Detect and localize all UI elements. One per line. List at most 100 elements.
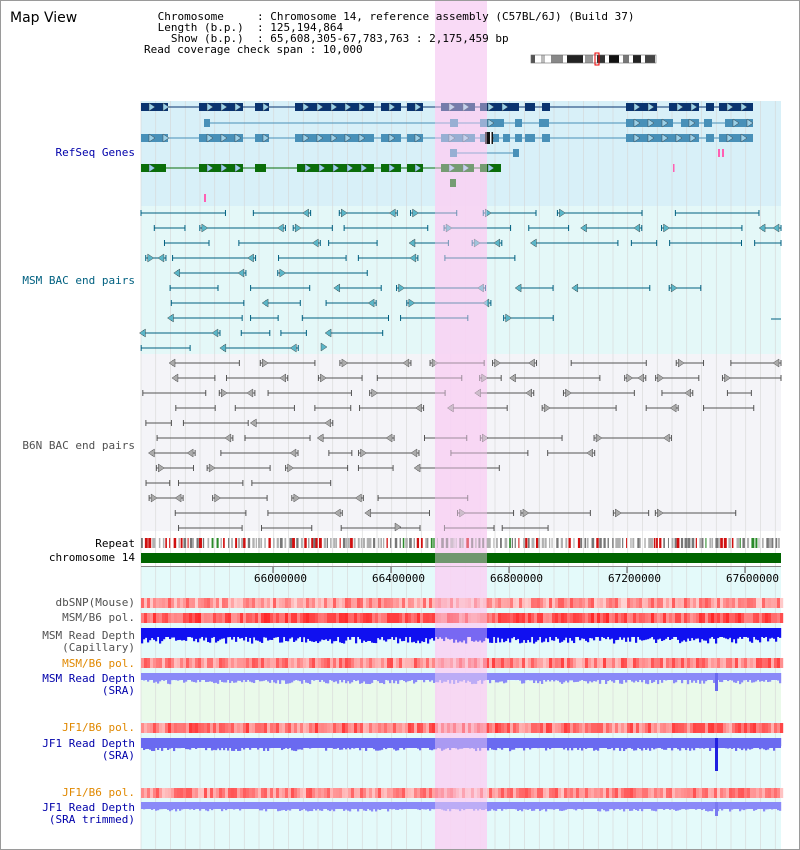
track-label-msm-b6-pol-1: MSM/B6 pol. xyxy=(62,611,135,624)
polymorphism-heat-cell xyxy=(765,788,769,798)
polymorphism-heat-cell xyxy=(420,598,424,608)
polymorphism-heat-cell xyxy=(291,723,295,733)
polymorphism-heat-cell xyxy=(189,788,193,798)
track-label-refseq[interactable]: RefSeq Genes xyxy=(55,146,135,159)
polymorphism-heat-cell xyxy=(456,788,460,798)
polymorphism-heat-cell xyxy=(282,723,286,733)
polymorphism-heat-cell xyxy=(219,613,223,623)
polymorphism-heat-cell xyxy=(657,723,661,733)
ideogram-band xyxy=(585,55,593,63)
polymorphism-heat-cell xyxy=(279,788,283,798)
gene-strand-arrow xyxy=(220,133,228,143)
polymorphism-heat-cell xyxy=(534,723,538,733)
polymorphism-heat-cell xyxy=(582,788,586,798)
polymorphism-heat-cell xyxy=(723,723,727,733)
polymorphism-heat-cell xyxy=(204,613,208,623)
repeat-mark xyxy=(461,538,464,548)
polymorphism-heat-cell xyxy=(393,788,397,798)
polymorphism-heat-cell xyxy=(273,723,277,733)
polymorphism-heat-cell xyxy=(264,658,268,668)
repeat-mark xyxy=(362,538,366,548)
polymorphism-heat-cell xyxy=(375,788,379,798)
repeat-mark xyxy=(535,538,539,548)
polymorphism-heat-cell xyxy=(153,658,157,668)
polymorphism-heat-cell xyxy=(699,658,703,668)
polymorphism-heat-cell xyxy=(579,788,583,798)
polymorphism-heat-cell xyxy=(702,613,706,623)
polymorphism-heat-cell xyxy=(279,658,283,668)
polymorphism-heat-cell xyxy=(330,598,334,608)
repeat-mark xyxy=(639,538,641,548)
repeat-mark xyxy=(556,538,559,548)
polymorphism-heat-cell xyxy=(375,598,379,608)
polymorphism-heat-cell xyxy=(756,788,760,798)
polymorphism-heat-cell xyxy=(288,723,292,733)
polymorphism-heat-cell xyxy=(756,723,760,733)
polymorphism-heat-cell xyxy=(309,598,313,608)
polymorphism-heat-cell xyxy=(480,598,484,608)
repeat-mark xyxy=(350,538,353,548)
polymorphism-heat-cell xyxy=(474,723,478,733)
polymorphism-heat-cell xyxy=(483,613,487,623)
repeat-mark xyxy=(313,538,317,548)
repeat-mark xyxy=(380,538,383,548)
polymorphism-heat-cell xyxy=(669,613,673,623)
repeat-mark xyxy=(612,538,614,548)
polymorphism-heat-cell xyxy=(150,613,154,623)
polymorphism-heat-cell xyxy=(261,788,265,798)
polymorphism-heat-cell xyxy=(171,788,175,798)
polymorphism-heat-cell xyxy=(711,613,715,623)
polymorphism-heat-cell xyxy=(354,723,358,733)
polymorphism-heat-cell xyxy=(648,723,652,733)
polymorphism-heat-cell xyxy=(414,723,418,733)
polymorphism-heat-cell xyxy=(465,658,469,668)
repeat-mark xyxy=(674,538,677,548)
polymorphism-heat-cell xyxy=(213,658,217,668)
polymorphism-heat-cell xyxy=(189,658,193,668)
polymorphism-heat-cell xyxy=(672,613,676,623)
polymorphism-heat-cell xyxy=(741,658,745,668)
bac-end-arrow xyxy=(543,403,551,413)
refseq-gene xyxy=(255,103,269,111)
polymorphism-heat-cell xyxy=(234,658,238,668)
repeat-mark xyxy=(630,538,632,548)
polymorphism-heat-cell xyxy=(579,658,583,668)
repeat-mark xyxy=(330,538,332,548)
bac-end-arrow xyxy=(415,403,422,413)
repeat-mark xyxy=(231,538,233,548)
gene-strand-arrow xyxy=(162,133,170,143)
gene-strand-arrow xyxy=(661,133,669,143)
polymorphism-heat-cell xyxy=(342,598,346,608)
ideogram-position-marker xyxy=(594,52,600,66)
polymorphism-heat-cell xyxy=(579,723,583,733)
polymorphism-heat-cell xyxy=(258,723,262,733)
polymorphism-heat-cell xyxy=(738,598,742,608)
polymorphism-heat-cell xyxy=(759,723,763,733)
repeat-mark xyxy=(187,538,189,548)
gene-strand-arrow xyxy=(661,118,669,128)
polymorphism-heat-cell xyxy=(687,613,691,623)
repeat-mark xyxy=(731,538,734,548)
repeat-mark xyxy=(486,538,490,548)
bac-end-arrow xyxy=(505,313,512,323)
track-label-msm-bac[interactable]: MSM BAC end pairs xyxy=(22,274,135,287)
gene-strand-arrow xyxy=(206,133,214,143)
polymorphism-heat-cell xyxy=(666,788,670,798)
polymorphism-heat-cell xyxy=(729,788,733,798)
repeat-mark xyxy=(220,538,222,548)
polymorphism-heat-cell xyxy=(645,613,649,623)
polymorphism-heat-cell xyxy=(609,658,613,668)
polymorphism-heat-cell xyxy=(699,598,703,608)
polymorphism-heat-cell xyxy=(405,723,409,733)
polymorphism-heat-cell xyxy=(240,598,244,608)
polymorphism-heat-cell xyxy=(288,658,292,668)
polymorphism-heat-cell xyxy=(255,788,259,798)
polymorphism-heat-cell xyxy=(144,658,148,668)
polymorphism-heat-cell xyxy=(486,658,490,668)
polymorphism-heat-cell xyxy=(633,598,637,608)
polymorphism-heat-cell xyxy=(558,658,562,668)
track-label-b6n-bac[interactable]: B6N BAC end pairs xyxy=(22,439,135,452)
repeat-mark xyxy=(709,538,712,548)
polymorphism-heat-cell xyxy=(744,658,748,668)
